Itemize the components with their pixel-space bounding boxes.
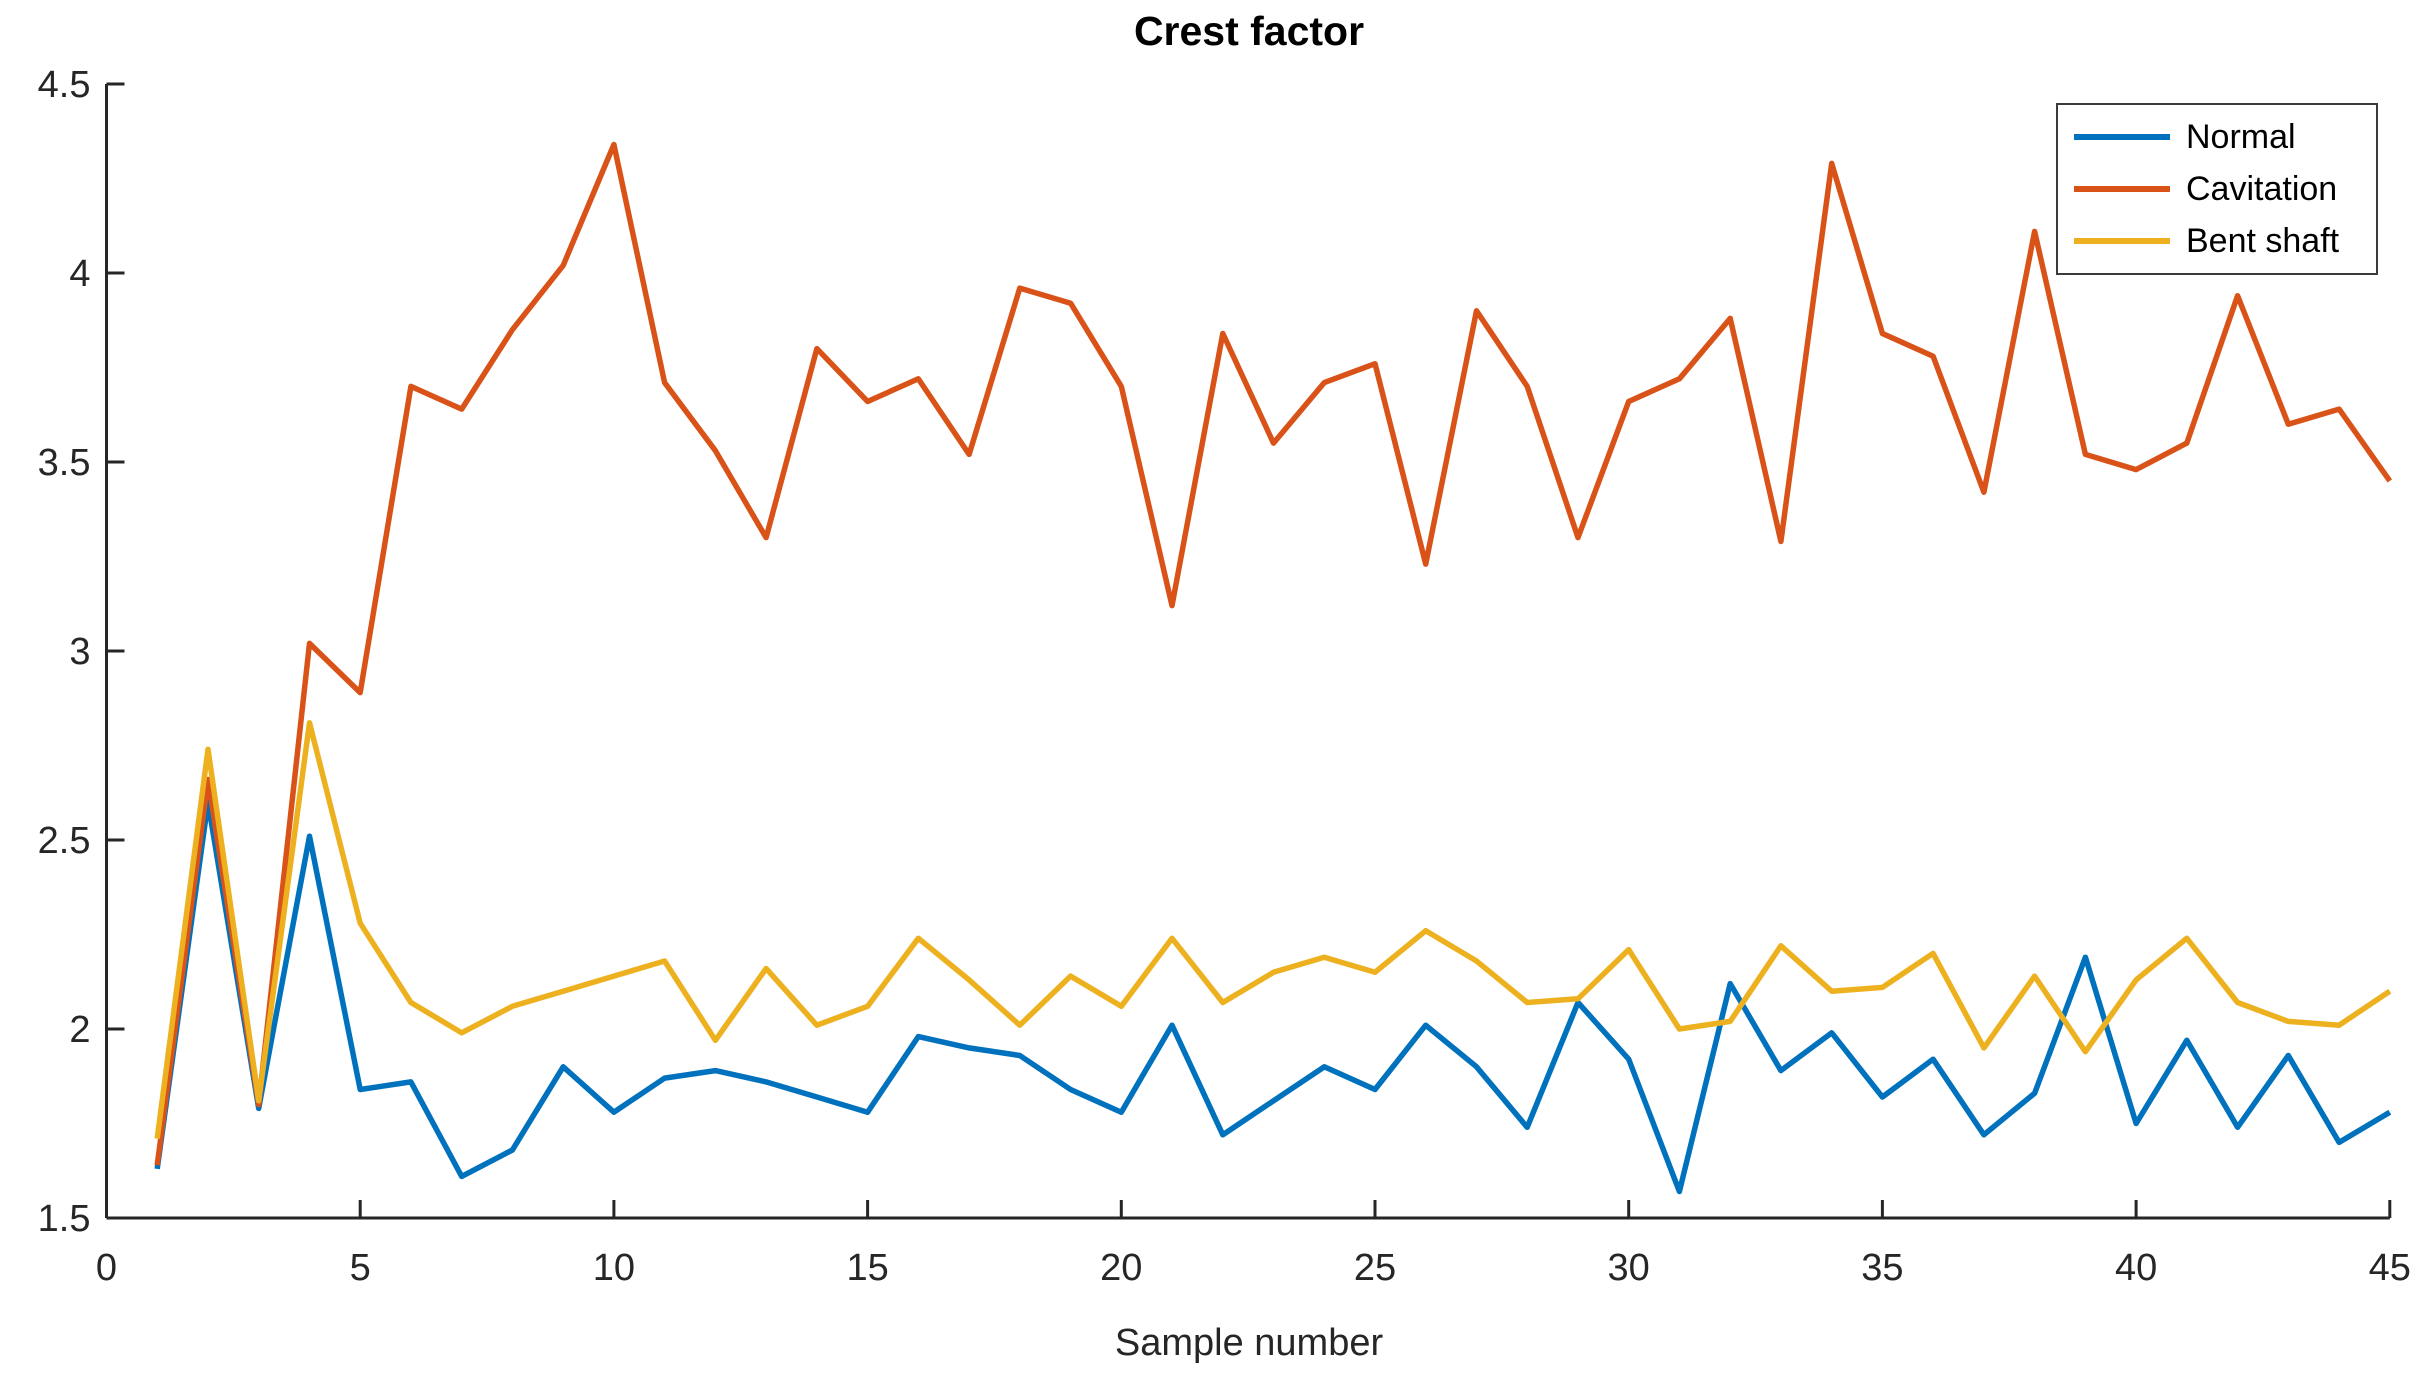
x-tick-label: 10 (593, 1247, 635, 1289)
x-tick-label: 20 (1100, 1247, 1142, 1289)
legend-label: Bent shaft (2186, 221, 2340, 260)
y-tick-label: 2 (69, 1009, 90, 1051)
legend-item-cavitation: Cavitation (2074, 170, 2366, 209)
x-tick-label: 25 (1354, 1247, 1396, 1289)
legend-label: Cavitation (2186, 169, 2338, 208)
x-axis-label: Sample number (1114, 1322, 1384, 1364)
legend-label: Normal (2186, 117, 2296, 156)
y-tick-label: 3 (69, 631, 90, 673)
y-tick-label: 4 (69, 253, 90, 295)
y-tick-label: 1.5 (38, 1198, 91, 1240)
y-tick-label: 2.5 (38, 820, 91, 862)
x-tick-label: 45 (2369, 1247, 2411, 1289)
y-tick-label: 3.5 (38, 442, 91, 484)
legend-item-normal: Normal (2074, 118, 2366, 157)
legend-swatch-bent-shaft (2074, 238, 2170, 244)
y-tick-label: 4.5 (38, 64, 91, 106)
x-tick-label: 15 (846, 1247, 888, 1289)
series-line-normal (154, 799, 2392, 1195)
x-tick-label: 35 (1861, 1247, 1903, 1289)
series-line-bent-shaft (154, 720, 2392, 1139)
x-tick-label: 5 (350, 1247, 371, 1289)
x-tick-label: 0 (96, 1247, 117, 1289)
series-line-cavitation (154, 141, 2393, 1166)
x-tick-label: 30 (1608, 1247, 1650, 1289)
legend: Normal Cavitation Bent shaft (2056, 103, 2378, 275)
legend-item-bent-shaft: Bent shaft (2074, 222, 2366, 261)
chart-title: Crest factor (1133, 8, 1365, 54)
x-tick-label: 40 (2115, 1247, 2157, 1289)
legend-swatch-cavitation (2074, 186, 2170, 192)
legend-swatch-normal (2074, 134, 2170, 140)
